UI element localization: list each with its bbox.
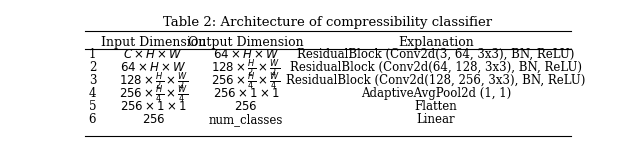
Text: $128 \times \frac{H}{2} \times \frac{W}{2}$: $128 \times \frac{H}{2} \times \frac{W}{…	[211, 57, 281, 79]
Text: $64 \times H \times W$: $64 \times H \times W$	[213, 48, 280, 61]
Text: $128 \times \frac{H}{2} \times \frac{W}{2}$: $128 \times \frac{H}{2} \times \frac{W}{…	[119, 70, 188, 92]
Text: Flatten: Flatten	[415, 100, 458, 113]
Text: Explanation: Explanation	[398, 36, 474, 49]
Text: $256 \times \frac{H}{4} \times \frac{W}{4}$: $256 \times \frac{H}{4} \times \frac{W}{…	[211, 70, 281, 92]
Text: 5: 5	[89, 100, 96, 113]
Text: $256 \times 1 \times 1$: $256 \times 1 \times 1$	[120, 100, 187, 113]
Text: num_classes: num_classes	[209, 113, 284, 126]
Text: 2: 2	[89, 61, 96, 74]
Text: ResidualBlock (Conv2d(64, 128, 3x3), BN, ReLU): ResidualBlock (Conv2d(64, 128, 3x3), BN,…	[290, 61, 582, 74]
Text: 6: 6	[89, 113, 96, 126]
Text: Linear: Linear	[417, 113, 456, 126]
Text: 3: 3	[89, 74, 96, 87]
Text: $256$: $256$	[234, 100, 258, 113]
Text: $256$: $256$	[141, 113, 165, 126]
Text: $256 \times 1 \times 1$: $256 \times 1 \times 1$	[212, 87, 280, 100]
Text: Output Dimension: Output Dimension	[188, 36, 304, 49]
Text: $256 \times \frac{H}{4} \times \frac{W}{4}$: $256 \times \frac{H}{4} \times \frac{W}{…	[119, 83, 188, 105]
Text: 4: 4	[89, 87, 96, 100]
Text: $C \times H \times W$: $C \times H \times W$	[124, 48, 183, 61]
Text: Table 2: Architecture of compressibility classifier: Table 2: Architecture of compressibility…	[163, 16, 493, 29]
Text: AdaptiveAvgPool2d (1, 1): AdaptiveAvgPool2d (1, 1)	[361, 87, 511, 100]
Text: Input Dimension: Input Dimension	[100, 36, 206, 49]
Text: ResidualBlock (Conv2d(3, 64, 3x3), BN, ReLU): ResidualBlock (Conv2d(3, 64, 3x3), BN, R…	[298, 48, 575, 61]
Text: ResidualBlock (Conv2d(128, 256, 3x3), BN, ReLU): ResidualBlock (Conv2d(128, 256, 3x3), BN…	[287, 74, 586, 87]
Text: 1: 1	[89, 48, 96, 61]
Text: $64 \times H \times W$: $64 \times H \times W$	[120, 61, 187, 74]
